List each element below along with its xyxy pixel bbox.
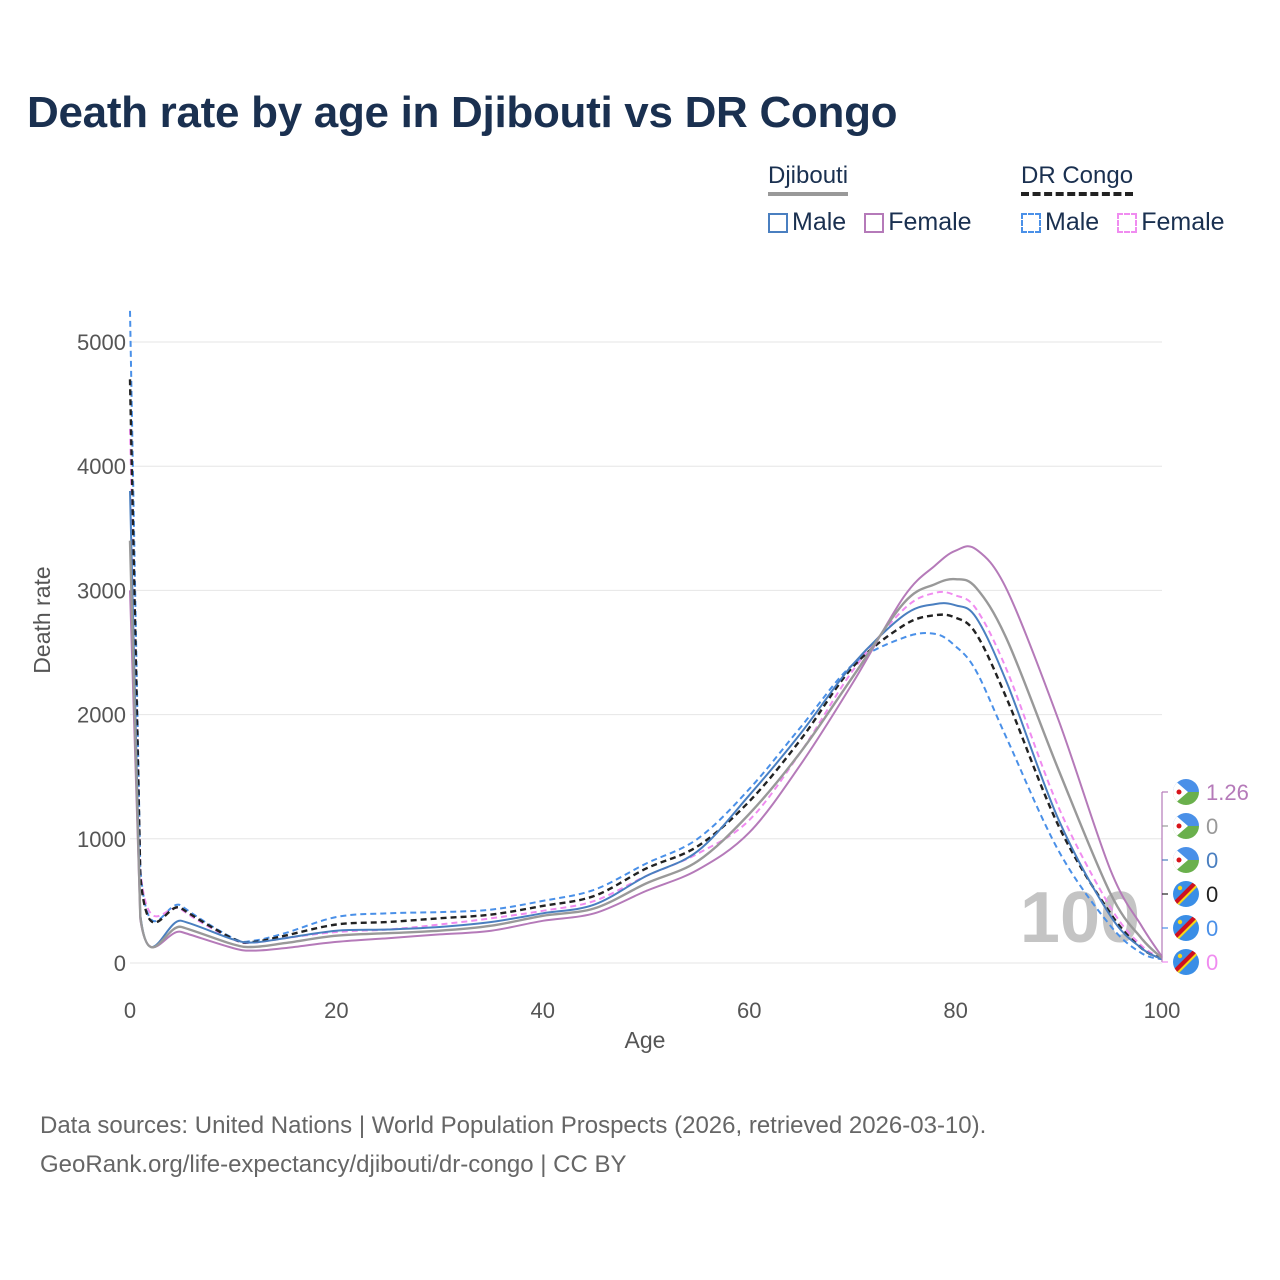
y-axis: 0 1000 2000 3000 4000 5000 — [77, 330, 126, 976]
dr-congo-flag-icon — [1173, 949, 1199, 975]
series-line-djibouti-male[interactable] — [129, 490, 1163, 961]
legend-swatch-icon — [1117, 212, 1138, 233]
y-tick-label: 0 — [114, 951, 126, 976]
legend-item-drc-female[interactable]: Female — [1117, 208, 1225, 237]
x-tick-label: 40 — [531, 998, 555, 1023]
series-line-djibouti-total[interactable] — [128, 540, 1163, 959]
dr-congo-flag-icon — [1173, 881, 1199, 907]
legend-swatch-icon — [1021, 212, 1041, 233]
chart-title: Death rate by age in Djibouti vs DR Cong… — [27, 88, 898, 137]
y-axis-label: Death rate — [29, 566, 55, 673]
end-label-value: 0 — [1206, 848, 1218, 873]
grid-lines — [130, 341, 1162, 964]
legend-country-djibouti[interactable]: Djibouti — [768, 162, 849, 196]
sources-url[interactable]: GeoRank.org/life-expectancy/djibouti/dr-… — [40, 1151, 627, 1178]
legend-label: Female — [1141, 208, 1225, 236]
end-label-value: 0 — [1206, 950, 1218, 975]
series-line-dr-congo-male[interactable] — [129, 310, 1163, 961]
y-tick-label: 2000 — [77, 703, 126, 728]
legend-label: Male — [792, 208, 847, 236]
legend-group-dr-congo: DR Congo Male Female — [1021, 162, 1243, 237]
djibouti-flag-icon — [1173, 813, 1199, 839]
x-tick-label: 80 — [943, 998, 967, 1023]
sources-line: Data sources: United Nations | World Pop… — [40, 1112, 987, 1139]
djibouti-flag-icon — [1173, 847, 1199, 873]
legend-item-drc-male[interactable]: Male — [1021, 208, 1099, 237]
y-tick-label: 5000 — [77, 330, 126, 355]
series-line-djibouti-female[interactable] — [129, 545, 1163, 958]
djibouti-flag-icon — [1173, 779, 1199, 805]
end-label-value: 0 — [1206, 882, 1218, 907]
sources-footer: Data sources: United Nations | World Pop… — [40, 1106, 986, 1184]
legend-country-dr-congo[interactable]: DR Congo — [1021, 162, 1134, 196]
y-tick-label: 3000 — [77, 578, 126, 603]
legend-swatch-icon — [864, 212, 885, 233]
series-lines — [128, 310, 1163, 961]
end-label-value: 1.26 — [1206, 780, 1249, 805]
y-tick-label: 4000 — [77, 454, 126, 479]
dr-congo-flag-icon — [1173, 915, 1199, 941]
end-label-value: 0 — [1206, 814, 1218, 839]
x-tick-label: 60 — [737, 998, 761, 1023]
legend-group-djibouti: Djibouti Male Female — [768, 162, 990, 237]
legend-item-djibouti-female[interactable]: Female — [864, 208, 972, 237]
end-labels: 1.26 0 0 0 0 0 — [1161, 779, 1249, 975]
series-line-dr-congo-total[interactable] — [128, 379, 1163, 960]
legend-item-djibouti-male[interactable]: Male — [768, 208, 846, 237]
legend-label: Male — [1045, 208, 1100, 236]
x-axis: 0 20 40 60 80 100 — [124, 998, 1180, 1023]
x-tick-label: 20 — [324, 998, 348, 1023]
end-label-value: 0 — [1206, 916, 1218, 941]
year-watermark: 100 — [1020, 878, 1140, 958]
x-tick-label: 0 — [124, 998, 136, 1023]
x-axis-label: Age — [625, 1027, 666, 1053]
legend-swatch-icon — [768, 212, 788, 233]
y-tick-label: 1000 — [77, 827, 126, 852]
x-tick-label: 100 — [1144, 998, 1181, 1023]
series-line-dr-congo-female[interactable] — [129, 428, 1163, 959]
legend-label: Female — [888, 208, 972, 236]
